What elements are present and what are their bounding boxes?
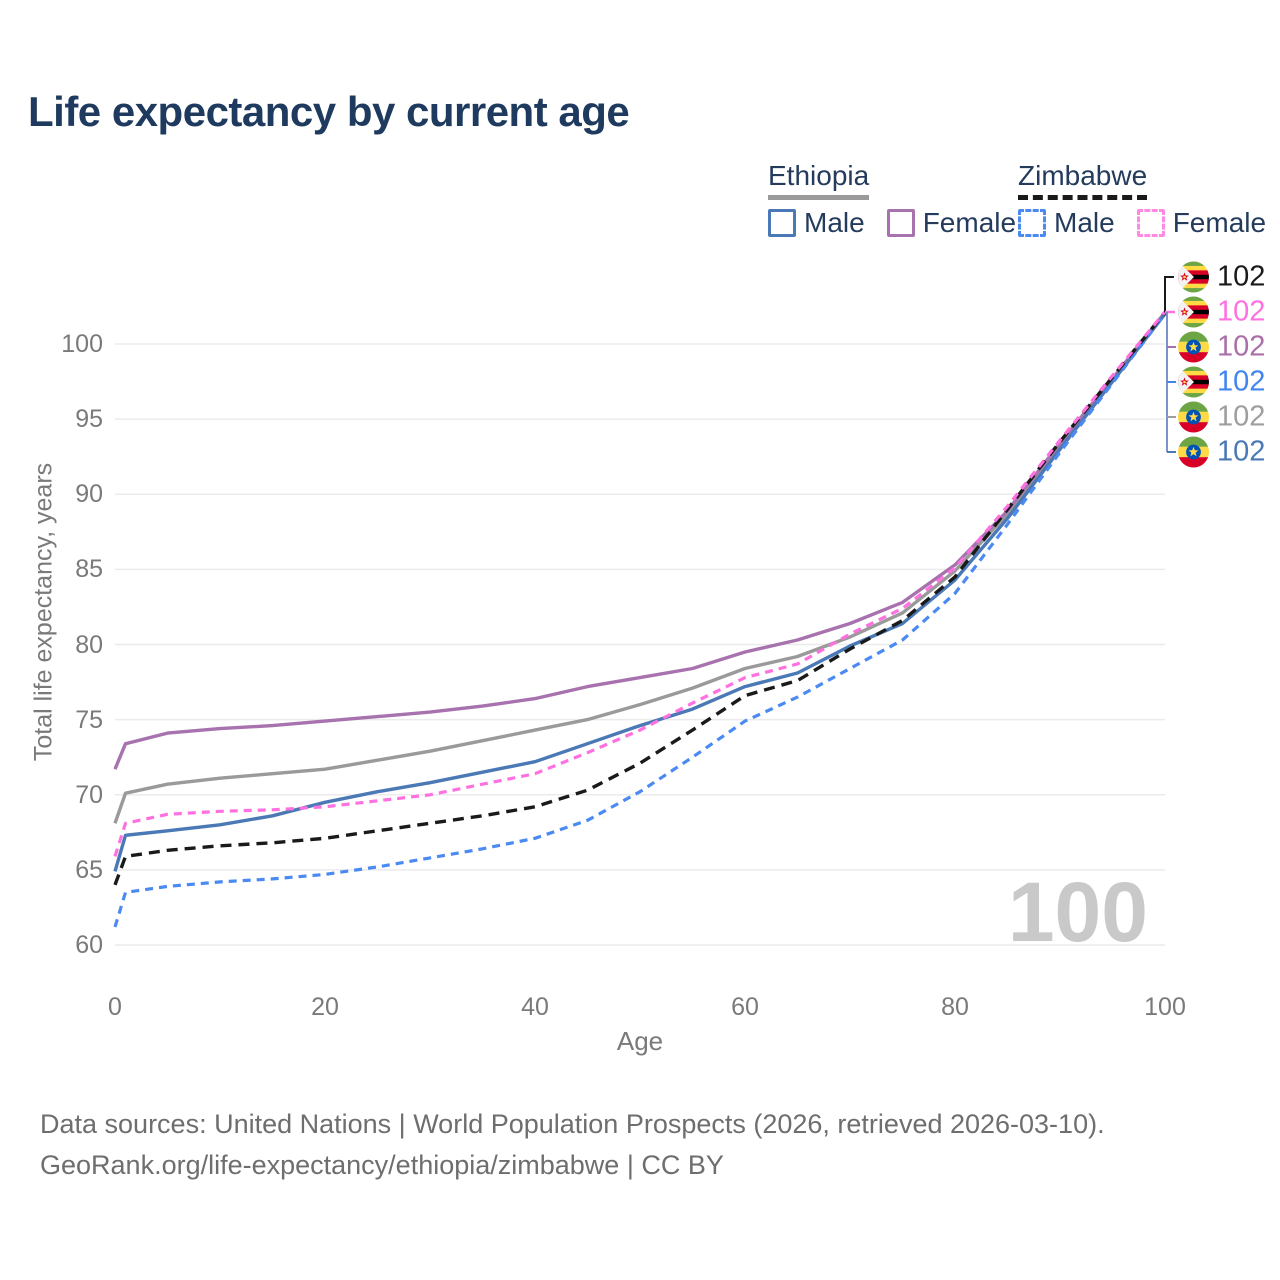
x-tick-label: 40	[521, 993, 549, 1021]
zimbabwe-flag-icon	[1178, 296, 1209, 328]
end-label-row: 102	[1178, 296, 1265, 329]
series-line-zimbabwe-female	[113, 310, 1167, 857]
legend-header-zimbabwe[interactable]: Zimbabwe	[1018, 160, 1148, 200]
y-tick-label: 90	[75, 480, 103, 509]
legend-group-ethiopia: Ethiopia Male Female	[768, 160, 1016, 239]
x-tick-label: 20	[311, 993, 339, 1021]
series-line-ethiopia-female	[113, 311, 1167, 770]
end-label-row: 102	[1178, 436, 1265, 469]
y-tick-label: 60	[75, 931, 103, 959]
x-axis-title: Age	[616, 1026, 664, 1056]
series-line-zimbabwe-all	[113, 311, 1167, 886]
zimbabwe-flag-icon	[1178, 366, 1209, 398]
legend-item-label: Male	[1054, 207, 1115, 238]
legend-item-ethiopia-male[interactable]: Male	[768, 207, 865, 239]
zimbabwe-male-swatch-icon	[1018, 209, 1046, 237]
x-tick-label: 60	[731, 993, 759, 1021]
ethiopia-flag-icon	[1178, 436, 1209, 468]
legend-item-label: Female	[922, 207, 1017, 238]
zimbabwe-flag-icon	[1178, 261, 1209, 293]
series-line-ethiopia-male	[113, 312, 1167, 872]
footer-attribution-link[interactable]: GeoRank.org/life-expectancy/ethiopia/zim…	[40, 1150, 724, 1180]
legend-group-zimbabwe: Zimbabwe Male Female	[1018, 160, 1266, 239]
legend-item-zimbabwe-male[interactable]: Male	[1018, 207, 1115, 239]
end-label-row: 102	[1178, 366, 1265, 399]
hover-age-watermark: 100	[1007, 865, 1148, 959]
y-tick-label: 100	[61, 330, 103, 358]
end-label-value: 102	[1217, 260, 1266, 293]
end-label-value: 102	[1217, 330, 1266, 363]
leader-line	[1164, 276, 1174, 313]
legend-header-ethiopia[interactable]: Ethiopia	[768, 160, 870, 200]
y-tick-label: 95	[75, 405, 103, 434]
footer-data-sources: Data sources: United Nations | World Pop…	[40, 1109, 1105, 1139]
series-line-ethiopia-all	[113, 312, 1167, 824]
legend-items-ethiopia: Male Female	[768, 207, 1016, 239]
ethiopia-female-swatch-icon	[886, 209, 915, 237]
x-tick-label: 80	[941, 993, 969, 1021]
y-tick-label: 80	[75, 630, 103, 659]
y-tick-label: 85	[75, 555, 103, 584]
end-label-row: 102	[1178, 261, 1265, 294]
y-tick-label: 65	[75, 855, 103, 884]
series-line-zimbabwe-male	[113, 312, 1167, 928]
y-tick-label: 75	[75, 705, 103, 734]
page-title: Life expectancy by current age	[28, 88, 630, 135]
y-tick-label: 70	[75, 780, 103, 809]
legend-item-ethiopia-female[interactable]: Female	[886, 207, 1017, 239]
end-label-row: 102	[1178, 401, 1265, 434]
end-label-value: 102	[1217, 365, 1266, 398]
footer: Data sources: United Nations | World Pop…	[40, 1104, 1105, 1186]
ethiopia-male-swatch-icon	[768, 209, 796, 237]
zimbabwe-female-swatch-icon	[1136, 209, 1165, 237]
end-label-value: 102	[1217, 435, 1266, 468]
end-label-value: 102	[1217, 295, 1266, 328]
legend-item-zimbabwe-female[interactable]: Female	[1136, 207, 1267, 239]
legend-items-zimbabwe: Male Female	[1018, 207, 1266, 239]
x-tick-label: 100	[1144, 993, 1186, 1021]
ethiopia-flag-icon	[1178, 331, 1209, 363]
legend-item-label: Male	[804, 207, 865, 238]
end-label-value: 102	[1217, 400, 1266, 433]
legend-item-label: Female	[1172, 207, 1267, 238]
end-label-row: 102	[1178, 331, 1265, 364]
ethiopia-flag-icon	[1178, 401, 1209, 433]
x-tick-label: 0	[108, 993, 122, 1021]
